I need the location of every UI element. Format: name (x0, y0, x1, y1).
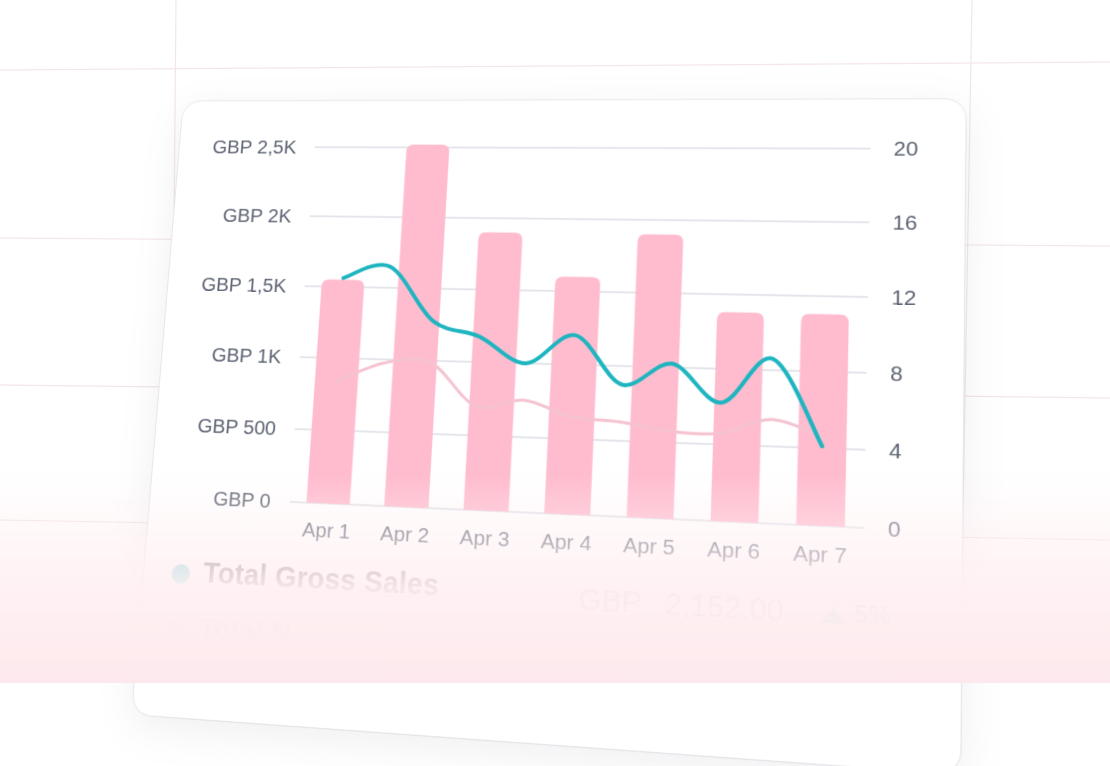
x-tick-label: Apr 1 (302, 518, 351, 544)
x-tick-label: Apr 4 (540, 529, 592, 555)
y2-tick-label: 12 (891, 286, 916, 310)
y2-tick-label: 16 (892, 211, 917, 235)
x-tick-label: Apr 5 (623, 533, 676, 560)
summary-amount: 2,152.00 (664, 588, 784, 630)
x-tick-label: Apr 3 (459, 526, 510, 552)
combo-chart: GBP 0 GBP 500 GBP 1K GBP 1,5K GBP 2K GBP 2,5K… (146, 99, 965, 586)
y2-tick-label: 0 (888, 517, 901, 542)
x-tick-label: Apr 2 (380, 522, 430, 548)
y-tick-label: GBP 0 (212, 487, 271, 513)
summary-label: Total Gross Sales (202, 557, 440, 603)
gridline (310, 216, 870, 222)
y-tick-label: GBP 1K (211, 344, 282, 368)
y2-tick-label: 8 (890, 362, 903, 386)
legend-dot (171, 564, 191, 585)
y-tick-label: GBP 2,5K (212, 137, 298, 159)
y-tick-label: GBP 1,5K (201, 274, 288, 298)
summary-currency: GBP (578, 583, 642, 621)
x-tick-label: Apr 7 (793, 541, 847, 568)
bar (796, 314, 849, 527)
y2-tick-label: 20 (893, 138, 918, 161)
chart-card: GBP 0 GBP 500 GBP 1K GBP 1,5K GBP 2K GBP 2,5K… (132, 99, 966, 766)
legend-dot (166, 619, 186, 640)
bar (627, 234, 684, 519)
x-tick-label: Apr 6 (707, 537, 760, 564)
bar (464, 232, 523, 512)
summary-label: Total N (198, 613, 293, 652)
triangle-up-icon (819, 607, 847, 625)
y2-tick-label: 4 (889, 439, 902, 464)
bar (544, 276, 600, 515)
y-tick-label: GBP 500 (197, 415, 277, 440)
gridline (315, 147, 871, 148)
bar (306, 279, 364, 504)
y-tick-label: GBP 2K (222, 205, 292, 227)
summary-change: 5% (854, 600, 892, 632)
bar (711, 312, 764, 523)
